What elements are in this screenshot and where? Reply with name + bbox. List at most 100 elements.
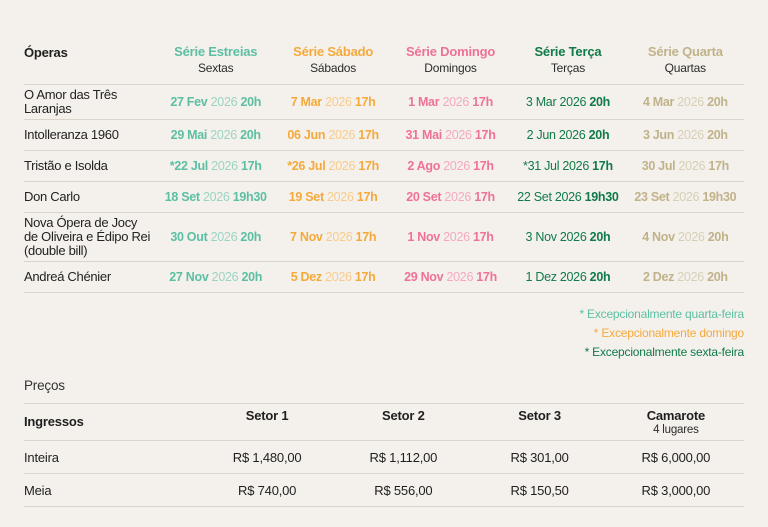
- date-time: 19h30: [584, 190, 619, 204]
- date-day: 27 Fev: [170, 95, 208, 109]
- ingressos-column-header-cell: Ingressos: [24, 413, 199, 431]
- date-day: 22 Set: [517, 190, 552, 204]
- opera-name: O Amor das Três Laranjas: [24, 87, 118, 116]
- footnote: * Excepcionalmente quarta-feira: [579, 307, 744, 321]
- date-time: 17h: [355, 230, 377, 244]
- date-year: 2026: [446, 270, 474, 284]
- opera-row: Nova Ópera de Jocy de Oliveira e Édipo R…: [24, 213, 744, 262]
- date-time: 17h: [592, 159, 613, 173]
- date-time: 20h: [240, 128, 261, 142]
- series-column-header: Série Estreias Sextas: [157, 44, 274, 75]
- date-day: 2 Jun: [526, 128, 556, 142]
- date-day: 7 Nov: [290, 230, 323, 244]
- price-value: R$ 150,50: [510, 482, 569, 498]
- date-cell: 20 Set 2026 17h: [392, 190, 509, 204]
- series-sublabel: Terças: [550, 61, 585, 75]
- date-cell: 5 Dez 2026 17h: [274, 270, 391, 284]
- date-cell: 19 Set 2026 17h: [274, 190, 391, 204]
- price-value: R$ 740,00: [238, 482, 297, 498]
- date-cell: 23 Set 2026 19h30: [627, 190, 744, 204]
- series-label: Série Terça: [534, 44, 602, 59]
- opera-row: Tristão e Isolda *22 Jul 2026 17h *26 Jul …: [24, 151, 744, 182]
- date-cell: 3 Mar 2026 20h: [509, 95, 626, 109]
- price-row-name: Meia: [24, 482, 52, 498]
- price-value: R$ 301,00: [510, 449, 569, 465]
- date-time: 17h: [472, 95, 493, 109]
- date-time: 17h: [474, 190, 495, 204]
- date-year: 2026: [325, 270, 352, 284]
- series-column-header: Série Sábado Sábados: [274, 44, 391, 75]
- date-cell: 1 Mar 2026 17h: [392, 95, 509, 109]
- date-cell: 3 Nov 2026 20h: [509, 230, 626, 244]
- date-year: 2026: [558, 128, 586, 142]
- series-sublabel: Quartas: [664, 61, 706, 75]
- date-cell: *22 Jul 2026 17h: [157, 159, 274, 173]
- date-time: 20h: [707, 270, 728, 284]
- date-year: 2026: [559, 230, 587, 244]
- date-year: 2026: [211, 270, 239, 284]
- opera-name: Don Carlo: [24, 189, 80, 204]
- date-year: 2026: [554, 190, 582, 204]
- date-cell: 27 Nov 2026 20h: [157, 270, 274, 284]
- date-year: 2026: [327, 190, 354, 204]
- date-time: 19h30: [702, 190, 737, 204]
- date-year: 2026: [445, 128, 472, 142]
- date-year: 2026: [328, 128, 355, 142]
- date-day: 1 Dez: [525, 270, 557, 284]
- date-year: 2026: [559, 270, 587, 284]
- date-cell: 2 Dez 2026 20h: [627, 270, 744, 284]
- series-column-header: Série Terça Terças: [509, 44, 626, 75]
- operas-column-header: Óperas: [24, 45, 68, 60]
- date-cell: 1 Nov 2026 17h: [392, 230, 509, 244]
- date-time: 20h: [589, 230, 611, 244]
- date-time: 17h: [476, 270, 497, 284]
- date-time: 17h: [356, 190, 378, 204]
- date-time: 20h: [589, 270, 611, 284]
- date-year: 2026: [677, 95, 704, 109]
- operas-column-header-cell: Óperas: [24, 44, 157, 62]
- date-time: 17h: [708, 159, 729, 173]
- date-time: 20h: [588, 128, 610, 142]
- opera-name: Intolleranza 1960: [24, 127, 119, 142]
- ingressos-column-header: Ingressos: [24, 414, 84, 429]
- date-year: 2026: [210, 230, 238, 244]
- date-day: *26 Jul: [287, 159, 326, 173]
- date-time: 20h: [240, 95, 262, 109]
- date-time: 20h: [240, 230, 262, 244]
- date-day: 31 Mai: [405, 128, 442, 142]
- date-day: 29 Mai: [170, 128, 208, 142]
- date-time: 17h: [354, 270, 376, 284]
- date-day: 1 Mar: [408, 95, 440, 109]
- series-label: Série Quarta: [647, 44, 723, 59]
- date-time: 20h: [707, 128, 728, 142]
- price-column-header: Setor 3: [472, 408, 608, 436]
- series-sublabel: Sextas: [197, 61, 234, 75]
- date-year: 2026: [562, 159, 589, 173]
- price-value: R$ 3,000,00: [641, 482, 711, 498]
- price-column-label: Setor 2: [382, 408, 425, 423]
- date-cell: 1 Dez 2026 20h: [509, 270, 626, 284]
- price-column-header: Camarote 4 lugares: [608, 408, 744, 436]
- date-cell: 18 Set 2026 19h30: [157, 190, 274, 204]
- price-table-header-row: Ingressos Setor 1 Setor 2 Setor 3 Camarote 4…: [24, 403, 744, 441]
- date-day: 20 Set: [406, 190, 442, 204]
- date-time: 19h30: [232, 190, 267, 204]
- date-day: 18 Set: [164, 190, 200, 204]
- price-value: R$ 1,480,00: [232, 449, 302, 465]
- date-year: 2026: [444, 190, 472, 204]
- price-column-label: Setor 3: [518, 408, 561, 423]
- date-cell: 22 Set 2026 19h30: [509, 190, 626, 204]
- footnotes: * Excepcionalmente quarta-feira * Excepci…: [24, 305, 744, 362]
- price-row: Inteira R$ 1,480,00 R$ 1,112,00 R$ 301,00 R$…: [24, 441, 744, 474]
- date-day: *22 Jul: [169, 159, 209, 173]
- date-cell: 06 Jun 2026 17h: [274, 128, 391, 142]
- date-cell: 30 Out 2026 20h: [157, 230, 274, 244]
- precos-heading: Preços: [24, 378, 65, 393]
- date-day: 29 Nov: [404, 270, 444, 284]
- price-column-header: Setor 1: [199, 408, 335, 436]
- series-sublabel: Sábados: [310, 61, 357, 75]
- opera-name: Tristão e Isolda: [24, 158, 108, 173]
- date-year: 2026: [672, 190, 700, 204]
- date-cell: 7 Mar 2026 17h: [274, 95, 391, 109]
- date-day: *31 Jul: [523, 159, 560, 173]
